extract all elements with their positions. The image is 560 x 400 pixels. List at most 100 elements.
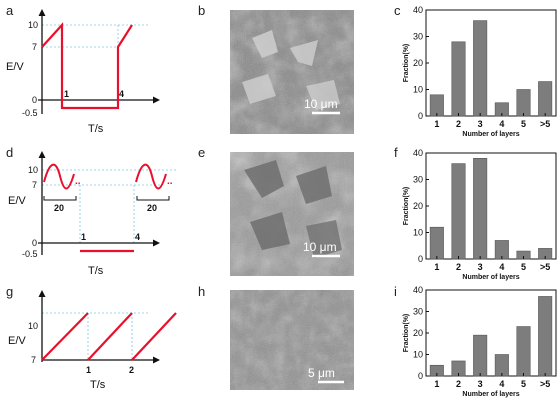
x-tick-label: 3 [478, 379, 483, 389]
g-ytick-10: 10 [28, 321, 38, 331]
x-tick-label: 5 [521, 262, 526, 272]
x-tick-label: 4 [499, 262, 504, 272]
d-period-2: 20 [147, 203, 157, 213]
bar [538, 81, 553, 117]
d-ytick-10: 10 [28, 165, 38, 175]
d-xlabel: T/s [88, 265, 104, 277]
micrograph-b: 10 μm [230, 10, 354, 134]
micrograph-h: 5 μm [230, 290, 354, 390]
scale-label-h: 5 μm [308, 366, 335, 380]
panel-label-a: a [6, 3, 14, 18]
panel-label-i: i [394, 284, 397, 299]
x-tick-label: 2 [456, 262, 461, 272]
plot-frame [425, 289, 557, 377]
bar [473, 334, 488, 377]
x-tick-label: 2 [456, 119, 461, 129]
bar [494, 354, 509, 377]
panel-label-f: f [394, 145, 398, 160]
bar [473, 20, 488, 117]
x-axis-label: Number of layers [462, 391, 519, 398]
y-tick-label: 30 [413, 175, 423, 185]
y-tick-label: 20 [413, 328, 423, 338]
x-tick-label: 2 [456, 379, 461, 389]
y-tick-label: 20 [413, 58, 423, 68]
y-tick-label: 0 [418, 111, 423, 121]
plot-frame [425, 9, 557, 117]
a-ytick-10: 10 [28, 20, 38, 30]
y-tick-label: 10 [413, 350, 423, 360]
y-tick-label: 30 [413, 32, 423, 42]
y-tick-label: 10 [413, 85, 423, 95]
y-tick-label: 40 [413, 5, 423, 15]
y-tick-label: 10 [413, 228, 423, 238]
g-xlabel: T/s [90, 379, 106, 391]
bar [451, 41, 466, 117]
micrograph-e: 10 μm [230, 152, 354, 276]
x-tick-label: 5 [521, 379, 526, 389]
x-tick-label: >5 [540, 379, 550, 389]
bar [516, 89, 531, 117]
x-tick-label: 1 [434, 379, 439, 389]
y-tick-label: 20 [413, 201, 423, 211]
bar [429, 226, 444, 260]
panel-label-h: h [198, 284, 205, 299]
y-axis-label: Fraction(%) [403, 314, 410, 353]
x-tick-label: 3 [478, 119, 483, 129]
a-xtick-4: 4 [119, 89, 124, 99]
x-tick-label: 3 [478, 262, 483, 272]
y-axis-label: Fraction(%) [403, 187, 410, 226]
panel-label-c: c [394, 3, 401, 18]
bar-chart-i: 0 10 20 30 40 1 2 3 4 5 >5 Number of layers Fraction… [403, 285, 557, 398]
waveform-a: 10 7 0 -0.5 1 4 E/V T/s [6, 9, 160, 135]
a-xlabel: T/s [88, 123, 104, 135]
g-ylabel: E/V [8, 335, 26, 347]
d-dots-1: .. [75, 176, 81, 187]
y-tick-label: 0 [418, 254, 423, 264]
d-xtick-4: 4 [135, 232, 140, 242]
x-axis-label: Number of layers [462, 274, 519, 281]
waveform-d: .. .. 20 20 10 7 0 -0.5 1 4 E/V T/s [8, 151, 178, 277]
d-ylabel: E/V [8, 195, 26, 207]
d-dots-2: .. [167, 176, 173, 187]
panel-label-e: e [198, 145, 205, 160]
bar-chart-c: 0 10 20 30 40 1 2 3 4 5 >5 Number of layers Fraction… [403, 5, 557, 138]
panel-label-g: g [6, 284, 13, 299]
scale-label-e: 10 μm [303, 240, 337, 254]
bar [429, 94, 444, 117]
bar-chart-f: 0 10 20 30 40 1 2 3 4 5 >5 Number of layers Fraction… [403, 148, 557, 281]
a-ytick-neg: -0.5 [22, 108, 38, 118]
a-ylabel: E/V [6, 61, 24, 73]
bar [451, 163, 466, 260]
g-xtick-1: 1 [86, 365, 91, 375]
x-tick-label: 4 [499, 119, 504, 129]
panel-label-b: b [198, 3, 205, 18]
d-period-1: 20 [54, 203, 64, 213]
a-ytick-7: 7 [32, 42, 37, 52]
x-tick-label: 1 [434, 262, 439, 272]
x-tick-label: 4 [499, 379, 504, 389]
a-xtick-1: 1 [64, 89, 69, 99]
d-ytick-0: 0 [32, 238, 37, 248]
bar [516, 326, 531, 377]
waveform-g: 10 7 1 2 E/V T/s [8, 290, 177, 391]
a-ytick-0: 0 [32, 95, 37, 105]
y-axis-label: Fraction(%) [403, 44, 410, 83]
d-ytick-neg: -0.5 [22, 249, 38, 259]
y-tick-label: 40 [413, 285, 423, 295]
x-tick-label: >5 [540, 262, 550, 272]
g-xtick-2: 2 [129, 365, 134, 375]
bar [473, 158, 488, 260]
y-tick-label: 30 [413, 307, 423, 317]
scale-label-b: 10 μm [304, 97, 338, 111]
panel-label-d: d [6, 145, 13, 160]
plot-frame [425, 152, 557, 260]
x-tick-label: 5 [521, 119, 526, 129]
y-tick-label: 0 [418, 371, 423, 381]
x-tick-label: 1 [434, 119, 439, 129]
g-ytick-7: 7 [31, 355, 36, 365]
d-xtick-1: 1 [81, 232, 86, 242]
x-axis-label: Number of layers [462, 131, 519, 138]
y-tick-label: 40 [413, 148, 423, 158]
x-tick-label: >5 [540, 119, 550, 129]
